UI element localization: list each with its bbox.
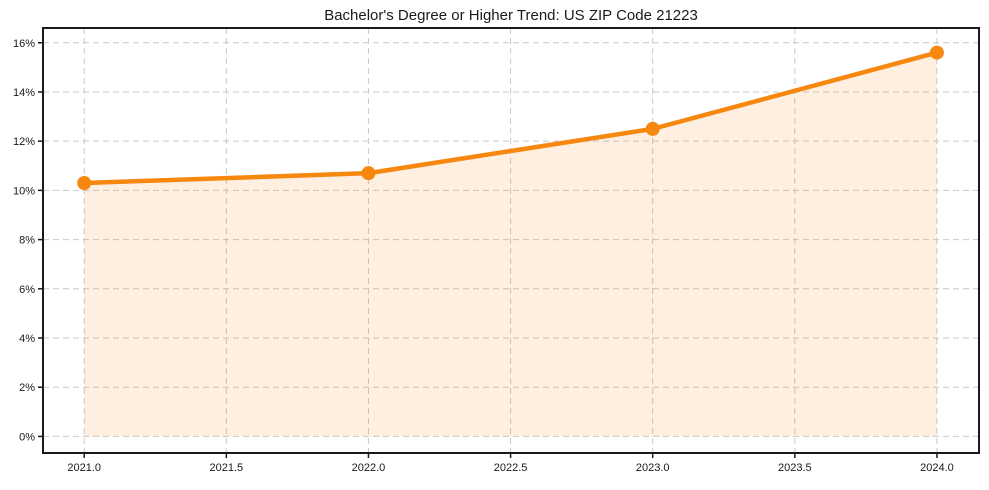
y-tick-label: 10% [13, 185, 35, 197]
line-layer [81, 50, 940, 186]
x-tick-label: 2021.0 [67, 462, 101, 474]
y-tick-label: 14% [13, 87, 35, 99]
data-point [929, 45, 944, 60]
y-tick-label: 6% [19, 284, 35, 296]
marker-layer [77, 45, 944, 191]
y-tick-label: 2% [19, 382, 35, 394]
trend-line [81, 50, 940, 186]
y-tick-label: 16% [13, 38, 35, 50]
label-layer: 2021.0 2021.5 2022.0 2022.5 2023.0 2023.5 2024… [13, 38, 954, 474]
x-tick-label: 2022.5 [494, 462, 528, 474]
area-fill [84, 52, 937, 437]
y-tick-label: 0% [19, 431, 35, 443]
data-point [77, 176, 92, 191]
data-point [645, 121, 660, 136]
x-tick-label: 2023.5 [778, 462, 812, 474]
grid-layer [43, 28, 979, 453]
x-tick-label: 2022.0 [352, 462, 386, 474]
y-tick-label: 8% [19, 235, 35, 247]
y-tick-label: 4% [19, 333, 35, 345]
plot-border [42, 27, 980, 454]
area-layer [84, 52, 937, 437]
data-point [361, 166, 376, 181]
x-tick-label: 2023.0 [636, 462, 670, 474]
x-tick-label: 2024.0 [920, 462, 954, 474]
x-tick-label: 2021.5 [210, 462, 244, 474]
y-tick-label: 12% [13, 136, 35, 148]
chart-title: Bachelor's Degree or Higher Trend: US ZI… [324, 7, 698, 24]
